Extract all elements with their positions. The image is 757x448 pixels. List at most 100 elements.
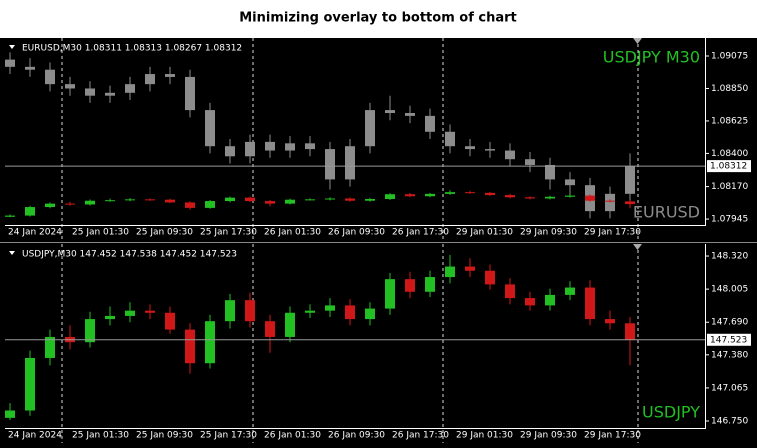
candle-body [425, 277, 435, 292]
candle-body [505, 195, 515, 198]
candle-body [45, 203, 55, 208]
candle-body [225, 300, 235, 322]
x-tick-label: 24 Jan 2024 [8, 228, 62, 238]
x-tick-label: 29 Jan 09:30 [520, 431, 577, 441]
y-tick-label: 1.08625 [711, 116, 748, 126]
candle-body [565, 179, 575, 186]
candle-body [45, 336, 55, 358]
candle-body [385, 110, 395, 114]
y-tick-label: 147.380 [711, 350, 748, 360]
x-tick-label: 25 Jan 01:30 [72, 431, 129, 441]
candle-body [245, 197, 255, 202]
candle-body [585, 287, 595, 320]
y-tick-label: 1.09075 [711, 51, 748, 61]
candle-body [205, 321, 215, 364]
candle-body [165, 74, 175, 77]
candle-body [625, 323, 635, 340]
x-tick-label: 29 Jan 17:30 [584, 431, 641, 441]
candle-body [25, 66, 35, 70]
x-tick-label: 29 Jan 01:30 [456, 228, 513, 238]
candle-body [325, 149, 335, 180]
x-tick-label: 24 Jan 2024 [8, 431, 62, 441]
candle-body [85, 88, 95, 96]
candle-body [365, 199, 375, 201]
candle-body [485, 192, 495, 196]
candle-body [625, 166, 635, 194]
candle-body [145, 199, 155, 201]
candle-body [445, 192, 455, 194]
candle-body [305, 143, 315, 150]
x-tick-label: 26 Jan 17:30 [392, 431, 449, 441]
x-tick-label: 29 Jan 17:30 [584, 228, 641, 238]
chart-header: USDJPY,M30 147.452 147.538 147.452 147.5… [22, 250, 237, 260]
candle-body [125, 84, 135, 93]
candle-body [545, 196, 555, 199]
candle-body [165, 312, 175, 330]
candle-body [545, 164, 555, 180]
current-price-box [707, 333, 751, 346]
candle-body [205, 201, 215, 208]
candle-body [345, 146, 355, 180]
candle-body [505, 284, 515, 299]
x-tick-label: 29 Jan 01:30 [456, 431, 513, 441]
candle-body [385, 194, 395, 200]
candle-body [485, 270, 495, 285]
y-tick-label: 1.08170 [711, 182, 748, 192]
candle-body [185, 202, 195, 208]
panel-bg [0, 38, 757, 242]
shift-marker [633, 38, 642, 44]
shift-marker [633, 244, 642, 250]
candle-body [525, 197, 535, 199]
x-tick-label: 25 Jan 09:30 [136, 228, 193, 238]
candle-body [405, 194, 415, 197]
candle-body [225, 146, 235, 157]
candle-body [605, 193, 615, 212]
candle-body [245, 141, 255, 157]
candle-body [425, 193, 435, 197]
candle-body [625, 201, 635, 205]
candle-body [305, 199, 315, 201]
candle-body [465, 266, 475, 271]
candle-body [65, 203, 75, 205]
candle-body [565, 287, 575, 295]
candle-body [305, 310, 315, 313]
candle-body [25, 357, 35, 411]
candle-body [605, 319, 615, 324]
y-tick-label: 1.07945 [711, 215, 748, 225]
candle-body [125, 199, 135, 201]
candle-body [105, 315, 115, 320]
candle-body [365, 110, 375, 147]
candle-body [465, 146, 475, 150]
x-tick-label: 26 Jan 01:30 [264, 431, 321, 441]
y-tick-label: 1.08400 [711, 149, 748, 159]
series-label: USDJPY [642, 403, 700, 422]
candle-body [585, 195, 595, 201]
candle-body [245, 300, 255, 322]
candle-body [525, 298, 535, 306]
current-price-label: 1.08312 [710, 162, 747, 172]
candle-body [405, 113, 415, 116]
x-tick-label: 25 Jan 17:30 [200, 228, 257, 238]
candle-body [5, 215, 15, 217]
candle-body [145, 74, 155, 85]
x-tick-label: 26 Jan 17:30 [392, 228, 449, 238]
candle-body [445, 131, 455, 147]
x-tick-label: 26 Jan 01:30 [264, 228, 321, 238]
candle-body [105, 92, 115, 96]
candle-body [485, 149, 495, 151]
y-tick-label: 148.005 [711, 285, 748, 295]
candle-body [465, 192, 475, 194]
candle-body [125, 310, 135, 316]
x-tick-label: 25 Jan 17:30 [200, 431, 257, 441]
candle-body [285, 199, 295, 204]
y-tick-label: 148.320 [711, 252, 748, 262]
x-tick-label: 25 Jan 01:30 [72, 228, 129, 238]
candle-body [505, 150, 515, 160]
candle-body [265, 141, 275, 151]
page-title: Minimizing overlay to bottom of chart [239, 11, 517, 26]
chart-header: EURUSD,M30 1.08311 1.08313 1.08267 1.083… [22, 44, 242, 54]
y-tick-label: 147.065 [711, 383, 748, 393]
candle-body [45, 69, 55, 85]
